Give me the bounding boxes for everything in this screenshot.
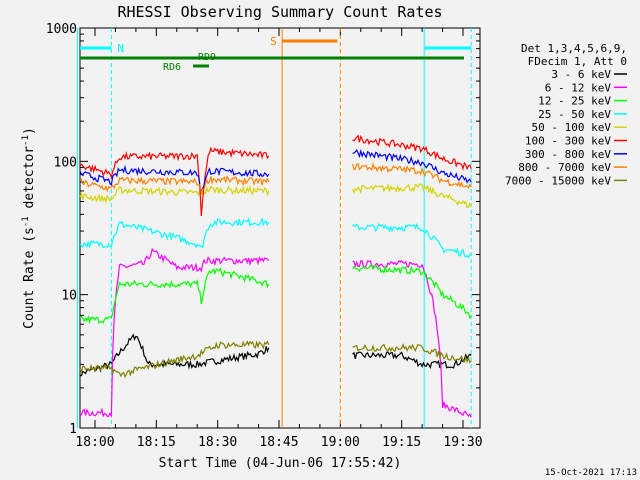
footer-timestamp: 15-Oct-2021 17:13: [545, 468, 637, 478]
y-tick-label: 10: [61, 289, 77, 304]
x-tick-label: 18:30: [198, 435, 237, 450]
series-line-2-1: [352, 264, 472, 320]
x-tick-label: 19:00: [321, 435, 360, 450]
plot-frame: [79, 27, 481, 429]
series-line-4-0: [79, 185, 270, 205]
night-label: N: [117, 42, 124, 55]
legend: Det 1,3,4,5,6,9,FDecim 1, Att 03 - 6 keV…: [505, 42, 627, 187]
chart-title: RHESSI Observing Summary Count Rates: [117, 3, 442, 21]
y-tick-label: 1000: [46, 22, 77, 37]
series-line-1-1: [352, 259, 472, 418]
y-axis-label: Count Rate (s-1 detector-1): [21, 127, 37, 329]
series-line-0-0: [80, 333, 270, 377]
series-line-6-1: [352, 148, 472, 184]
series-line-4-1: [352, 183, 472, 208]
series-line-7-0: [79, 175, 270, 195]
x-tick-label: 19:30: [443, 435, 482, 450]
x-tick-label: 18:15: [137, 435, 176, 450]
annotation-layer: N S RD6 RD9: [76, 28, 472, 428]
y-tick-label: 1: [69, 422, 77, 437]
saa-label: S: [270, 35, 277, 48]
x-tick-label: 19:15: [382, 435, 421, 450]
legend-entry: 6 - 12 keV: [545, 81, 612, 94]
axis-ticks: 18:00 18:15 18:30 18:45 19:00 19:15 19:30 1 10 10…: [46, 22, 483, 450]
rd6-label: RD6: [163, 62, 181, 73]
series-line-3-1: [352, 222, 472, 259]
legend-entry: 3 - 6 keV: [551, 68, 611, 81]
legend-entry: 800 - 7000 keV: [518, 161, 611, 174]
legend-entry: 50 - 100 keV: [532, 121, 612, 134]
series-line-3-0: [79, 216, 270, 249]
y-tick-label: 100: [54, 155, 77, 170]
series-line-5-1: [352, 134, 472, 171]
series-line-7-1: [352, 162, 472, 190]
x-tick-label: 18:00: [75, 435, 114, 450]
legend-entry: 25 - 50 keV: [538, 108, 611, 121]
series-line-8-0: [79, 340, 270, 379]
x-axis-label: Start Time (04-Jun-06 17:55:42): [159, 456, 402, 471]
legend-header: FDecim 1, Att 0: [528, 55, 627, 68]
legend-entry: 300 - 800 keV: [525, 148, 611, 161]
series-line-2-0: [79, 267, 270, 325]
series-line-0-1: [352, 351, 472, 369]
legend-entry: 12 - 25 keV: [538, 95, 611, 108]
legend-entry: 7000 - 15000 keV: [505, 174, 611, 187]
x-tick-label: 18:45: [259, 435, 298, 450]
series-line-6-0: [79, 164, 270, 195]
series-line-8-1: [352, 343, 472, 364]
legend-header: Det 1,3,4,5,6,9,: [521, 42, 627, 55]
series-layer: [79, 134, 472, 418]
rd9-label: RD9: [198, 52, 216, 63]
series-line-1-0: [79, 247, 270, 418]
series-line-5-0: [79, 146, 270, 217]
legend-entry: 100 - 300 keV: [525, 135, 611, 148]
